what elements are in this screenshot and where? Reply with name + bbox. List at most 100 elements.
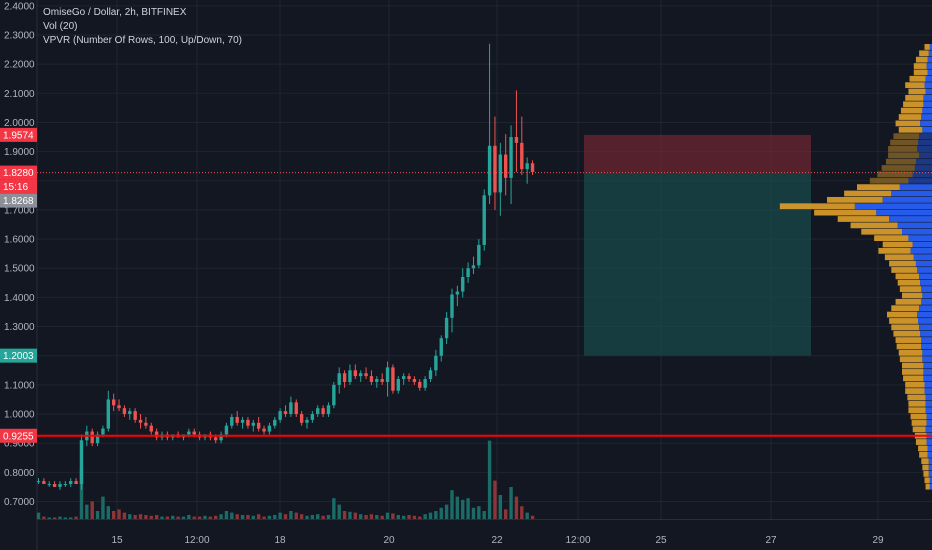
volume-bar [471,507,476,519]
volume-bar [375,515,379,519]
volume-bar [423,514,427,519]
candle-body [230,416,234,426]
candle-body [95,434,100,444]
vpvr-row-up [925,407,932,414]
candle-body [47,484,51,486]
candle-body [128,411,132,415]
vpvr-row-down [893,133,920,140]
volume-bar [101,496,105,519]
vpvr-row-up [917,311,932,318]
y-tick-label: 1.4000 [4,293,35,304]
y-tick-label: 2.3000 [4,30,35,41]
vpvr-row-down [919,451,928,458]
volume-bar [525,512,529,519]
candle-body [407,376,411,380]
volume-bar [407,515,411,519]
candle-body [267,425,272,432]
y-tick-label: 1.5000 [4,264,35,275]
vpvr-row-up [927,56,932,63]
vpvr-row-up [908,177,932,184]
vpvr-row-up [902,228,932,235]
vpvr-row-down [888,152,920,159]
vpvr-row-up [926,439,932,445]
candle-body [69,481,73,485]
volume-bar [299,514,304,519]
vpvr-row-down [915,56,928,63]
volume-bar [396,515,400,519]
vpvr-row-down [898,349,923,356]
y-tick-label: 1.3000 [4,322,35,333]
volume-bar [466,498,470,519]
x-tick-label: 20 [383,535,395,546]
volume-bar [63,517,68,519]
vpvr-row-up [920,279,932,286]
vpvr-row-down [908,407,926,414]
volume-bar [214,515,218,519]
candle-body [466,268,470,277]
volume-bar [251,515,255,519]
candle-body [375,379,379,382]
vpvr-row-down [779,203,855,210]
vpvr-row-down [899,286,922,292]
volume-bar [149,515,153,519]
candle-body [63,484,68,486]
candle-body [342,373,347,382]
volume-bar [493,480,497,519]
candle-body [294,402,298,415]
volume-bar [391,513,395,519]
vpvr-row-down [884,254,914,261]
stop-loss-zone [584,134,811,173]
vpvr-row-up [920,120,932,127]
volume-bar [439,507,443,519]
candle-body [289,402,293,415]
volume-bar [246,515,250,519]
vpvr-row-up [925,394,932,401]
volume-bar [36,512,41,519]
vpvr-row-up [926,420,932,426]
vpvr-row-down [898,114,922,120]
vpvr-row-up [926,63,932,69]
vpvr-row-up [918,139,932,146]
vpvr-row-down [893,330,921,337]
volume-bar [154,515,159,519]
volume-bar [487,440,492,519]
countdown-label: 15:16 [3,182,28,193]
candle-body [348,370,352,382]
volume-bar [192,516,196,519]
candle-body [353,370,358,377]
vpvr-row-down [908,88,926,95]
vpvr-row-up [924,381,932,388]
candle-body [133,411,137,420]
volume-bar [348,511,352,519]
volume-bar [305,515,309,519]
candle-body [52,484,57,487]
vpvr-row-up [919,305,932,312]
y-tick-label: 0.7000 [4,497,35,508]
vpvr-row-up [925,426,932,433]
vpvr-row-up [921,337,932,343]
y-tick-label: 1.9000 [4,147,35,158]
vpvr-row-up [923,369,932,375]
candle-body [101,428,105,435]
vpvr-row-down [878,247,911,254]
candle-body [305,419,309,423]
vpvr-row-up [922,292,932,299]
vpvr-row-down [898,126,923,133]
vpvr-row-up [923,375,932,382]
vpvr-row-down [924,44,930,50]
vpvr-row-up [922,356,932,363]
vpvr-row-down [882,241,913,248]
volume-bar [444,504,449,519]
vpvr-row-down [891,267,917,273]
vpvr-row-down [891,324,920,331]
volume-bar [369,514,374,519]
volume-indicator-label: Vol (20) [43,21,78,32]
volume-bar [477,506,481,519]
vpvr-row-down [890,139,919,146]
countdown-label-box [0,179,37,194]
vpvr-row-up [889,216,932,222]
x-tick-label: 15 [111,535,123,546]
x-tick-label: 29 [872,535,884,546]
candle-body [224,425,229,435]
